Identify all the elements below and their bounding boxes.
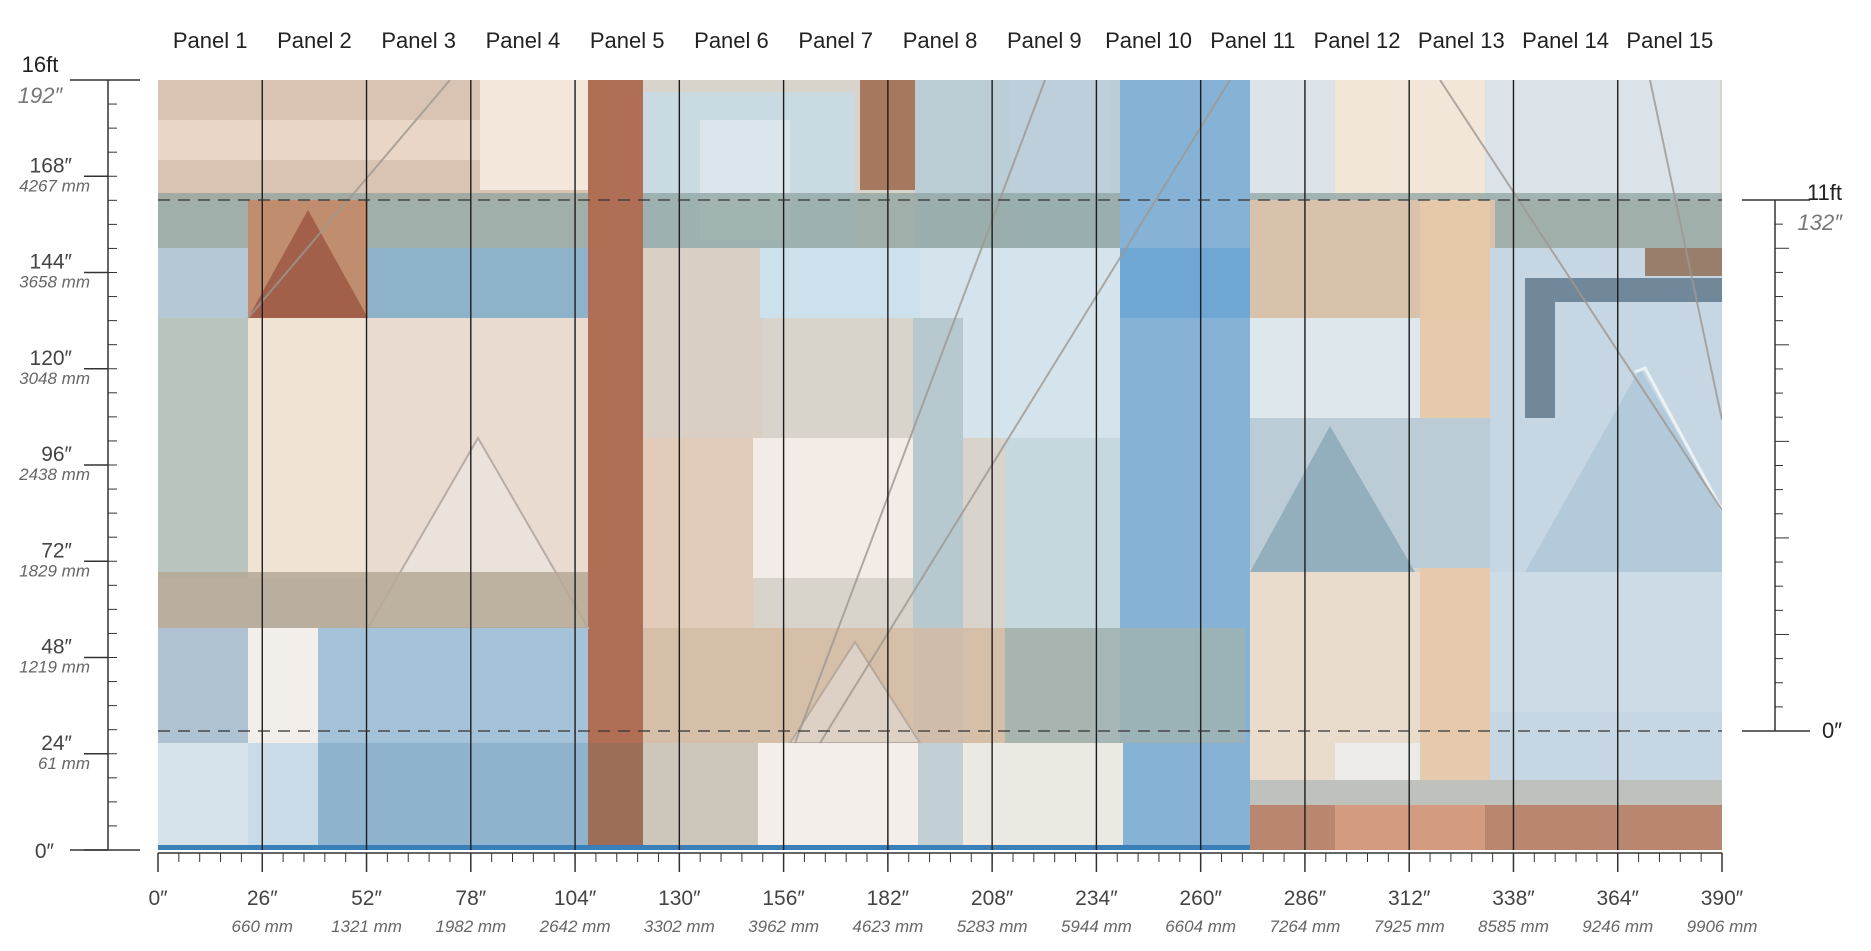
x-tick-inch-label: 52″ <box>351 887 382 910</box>
x-tick-inch-label: 208″ <box>971 887 1014 910</box>
x-tick-inch-label: 104″ <box>554 887 597 910</box>
x-tick-mm-label: 9246 mm <box>1582 917 1653 936</box>
x-tick-inch-label: 0″ <box>148 887 168 910</box>
x-tick-inch-label: 286″ <box>1284 887 1327 910</box>
x-tick-inch-label: 260″ <box>1179 887 1222 910</box>
y-tick-mm-label: 3048 mm <box>19 369 90 388</box>
y-tick-inch-label: 168″ <box>30 154 73 177</box>
y-tick-mm-label: 61 mm <box>38 754 90 773</box>
panel-labels: Panel 1 Panel 2 Panel 3 Panel 4 Panel 5 Panel… <box>173 28 1713 53</box>
bottom-ruler: 0″ 26″ 660 mm 52″ 1321 mm 78″ 1982 mm 104″ 2642 … <box>148 852 1758 936</box>
panel-label: Panel 7 <box>798 28 873 53</box>
x-tick-mm-label: 3302 mm <box>644 917 715 936</box>
y-tick-mm-label: 1829 mm <box>19 561 90 580</box>
panel-label: Panel 3 <box>381 28 456 53</box>
x-tick-mm-label: 2642 mm <box>539 917 611 936</box>
x-tick-mm-label: 5944 mm <box>1061 917 1132 936</box>
panel-label: Panel 10 <box>1105 28 1192 53</box>
y-tick-inch-label: 144″ <box>30 251 73 274</box>
y-tick-mm-label: 1219 mm <box>19 658 90 677</box>
y-tick-inch-label: 48″ <box>41 636 72 659</box>
x-tick-inch-label: 182″ <box>867 887 910 910</box>
x-tick-mm-label: 8585 mm <box>1478 917 1549 936</box>
panel-label: Panel 6 <box>694 28 769 53</box>
y-tick-inch-label: 96″ <box>41 443 72 466</box>
y-tick-mm-label: 3658 mm <box>19 273 90 292</box>
x-tick-inch-label: 364″ <box>1596 887 1639 910</box>
x-tick-mm-label: 5283 mm <box>957 917 1028 936</box>
x-tick-inch-label: 312″ <box>1388 887 1431 910</box>
x-tick-mm-label: 3962 mm <box>748 917 819 936</box>
panel-label: Panel 13 <box>1418 28 1505 53</box>
x-tick-inch-label: 156″ <box>762 887 805 910</box>
x-tick-inch-label: 130″ <box>658 887 701 910</box>
left-ruler-top-inch-label: 192″ <box>18 83 64 108</box>
x-tick-mm-label: 1321 mm <box>331 917 402 936</box>
x-tick-mm-label: 7264 mm <box>1269 917 1340 936</box>
mural-artwork <box>158 80 1722 850</box>
left-ruler-top-ft-label: 16ft <box>22 52 59 77</box>
right-ruler-top-ft-label: 11ft <box>1807 180 1842 205</box>
x-tick-inch-label: 338″ <box>1492 887 1535 910</box>
y-tick-inch-label: 120″ <box>30 347 73 370</box>
panel-label: Panel 11 <box>1210 28 1295 53</box>
panel-separator-lines <box>261 80 1619 850</box>
panel-label: Panel 15 <box>1626 28 1713 53</box>
right-ruler: 11ft 132″ 0″ <box>1742 180 1843 743</box>
x-tick-inch-label: 234″ <box>1075 887 1118 910</box>
x-tick-inch-label: 26″ <box>247 887 278 910</box>
panel-label: Panel 5 <box>590 28 665 53</box>
x-tick-mm-label: 1982 mm <box>435 917 506 936</box>
x-tick-mm-label: 4623 mm <box>852 917 923 936</box>
panel-label: Panel 12 <box>1314 28 1401 53</box>
x-tick-inch-label: 390″ <box>1701 887 1744 910</box>
y-tick-inch-label: 72″ <box>41 539 72 562</box>
x-tick-mm-label: 7925 mm <box>1374 917 1445 936</box>
x-tick-mm-label: 6604 mm <box>1165 917 1236 936</box>
right-ruler-top-inch-label: 132″ <box>1798 210 1844 235</box>
panel-label: Panel 2 <box>277 28 352 53</box>
panel-label: Panel 1 <box>173 28 248 53</box>
panel-label: Panel 14 <box>1522 28 1609 53</box>
panel-label: Panel 9 <box>1007 28 1082 53</box>
panel-label: Panel 8 <box>903 28 978 53</box>
right-ruler-bottom-label: 0″ <box>1822 718 1842 743</box>
dashed-reference-lines <box>158 199 1722 732</box>
x-tick-mm-label: 660 mm <box>232 917 293 936</box>
y-tick-mm-label: 2438 mm <box>18 465 90 484</box>
y-tick-inch-label: 0″ <box>35 840 55 863</box>
left-ruler: 16ft 192″ 0″ 24″61 mm 48″1219 mm 72″1829 mm… <box>18 52 140 863</box>
y-tick-inch-label: 24″ <box>41 732 72 755</box>
y-tick-mm-label: 4267 mm <box>19 176 90 195</box>
x-tick-inch-label: 78″ <box>455 887 486 910</box>
panel-label: Panel 4 <box>486 28 561 53</box>
x-tick-mm-label: 9906 mm <box>1687 917 1758 936</box>
